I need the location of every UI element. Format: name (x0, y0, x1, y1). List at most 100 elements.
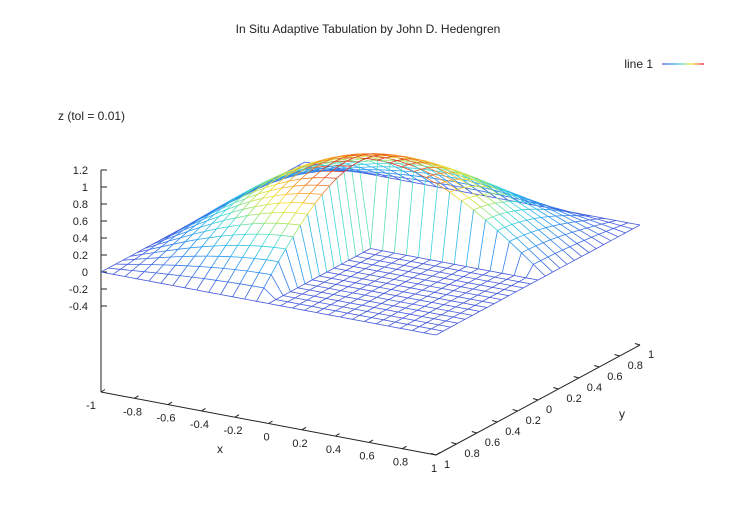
mesh-line-y (514, 193, 523, 198)
mesh-line-y (317, 158, 326, 163)
mesh-line-y (453, 185, 461, 192)
mesh-line-y (122, 255, 131, 261)
mesh-line-y (282, 291, 291, 296)
mesh-line-x (601, 223, 614, 229)
mesh-line-x (389, 162, 402, 168)
mesh-line-y (426, 318, 435, 323)
mesh-line-x (398, 173, 411, 176)
mesh-line-y (469, 184, 478, 191)
mesh-line-x (280, 305, 293, 309)
mesh-line-y (238, 198, 246, 206)
x-tick-mark (301, 426, 307, 431)
mesh-line-x (518, 281, 531, 285)
mesh-line-x (228, 224, 241, 228)
mesh-line-x (403, 291, 416, 295)
mesh-line-x (437, 183, 450, 193)
mesh-line-x (345, 296, 358, 300)
mesh-line-y (584, 236, 592, 241)
mesh-line-y (419, 322, 427, 327)
mesh-line-y (271, 202, 280, 214)
mesh-line-x (328, 288, 341, 291)
mesh-line-x (195, 220, 208, 226)
mesh-line-y (273, 235, 282, 248)
mesh-line-x (504, 289, 517, 293)
mesh-line-x (519, 221, 532, 233)
mesh-line-y (369, 173, 377, 176)
mesh-line-x (427, 295, 440, 299)
mesh-line-y (545, 271, 553, 277)
mesh-line-y (329, 178, 337, 187)
mesh-line-y (330, 300, 339, 305)
mesh-line-x (377, 270, 390, 274)
z-axis-ticks: 1.2 1 0.8 0.6 0.4 0.2 0 -0.2 -0.4 (69, 165, 107, 313)
mesh-line-y (362, 171, 370, 174)
mesh-line-y (345, 292, 353, 298)
mesh-line-x (445, 320, 458, 324)
mesh-line-x (317, 184, 330, 187)
mesh-line-y (418, 177, 426, 258)
mesh-line-y (603, 240, 612, 245)
mesh-line-y (417, 179, 425, 185)
mesh-line-x (196, 289, 209, 293)
mesh-line-y (391, 285, 399, 290)
mesh-line-y (311, 170, 320, 173)
mesh-line-x (444, 181, 458, 190)
x-tick-label: 1 (431, 463, 437, 475)
mesh-line-x (478, 268, 491, 272)
mesh-line-x (307, 213, 320, 277)
mesh-line-y (429, 281, 438, 287)
x-tick-label: 0 (263, 432, 269, 444)
mesh-line-y (302, 193, 311, 204)
mesh-line-x (424, 184, 437, 188)
mesh-line-y (386, 252, 395, 258)
mesh-line-y (402, 313, 411, 319)
mesh-line-x (223, 217, 236, 221)
mesh-line-x (161, 243, 174, 248)
mesh-line-y (214, 208, 222, 215)
mesh-line-y (450, 322, 459, 328)
mesh-line-y (425, 174, 434, 178)
mesh-line-y (194, 246, 203, 257)
mesh-line-x (548, 216, 561, 225)
mesh-line-x (552, 225, 566, 235)
mesh-line-y (535, 242, 544, 247)
mesh-line-x (411, 261, 424, 265)
mesh-line-y (247, 206, 256, 216)
mesh-line-y (182, 224, 191, 231)
mesh-line-y (348, 256, 357, 261)
mesh-line-y (401, 164, 410, 168)
mesh-line-y (342, 302, 351, 308)
y-tick-mark (634, 343, 641, 346)
mesh-line-y (327, 161, 335, 167)
mesh-line-y (493, 189, 502, 196)
mesh-line-y (349, 160, 358, 163)
mesh-line-y (290, 287, 298, 293)
mesh-line-y (362, 274, 371, 280)
mesh-line-y (391, 258, 400, 264)
mesh-line-x (417, 283, 430, 287)
mesh-line-x (316, 312, 329, 316)
mesh-line-y (297, 184, 306, 194)
mesh-line-y (227, 269, 236, 283)
mesh-line-y (505, 192, 514, 199)
mesh-line-y (435, 167, 444, 173)
mesh-line-y (204, 210, 213, 216)
mesh-line-x (355, 256, 368, 259)
mesh-line-y (222, 201, 230, 207)
mesh-line-x (502, 201, 515, 212)
mesh-line-y (415, 263, 424, 268)
mesh-line-y (460, 282, 469, 288)
mesh-line-y (538, 227, 546, 231)
mesh-line-x (473, 179, 487, 187)
y-tick-mark (614, 354, 620, 357)
mesh-line-y (231, 195, 240, 201)
mesh-line-x (627, 222, 641, 226)
mesh-line-y (197, 215, 206, 221)
mesh-line-x (216, 226, 229, 230)
mesh-line-y (171, 230, 179, 236)
mesh-line-y (383, 289, 392, 294)
mesh-line-y (507, 210, 515, 213)
mesh-line-y (392, 159, 401, 165)
mesh-line-y (553, 207, 562, 210)
mesh-line-y (153, 246, 162, 253)
